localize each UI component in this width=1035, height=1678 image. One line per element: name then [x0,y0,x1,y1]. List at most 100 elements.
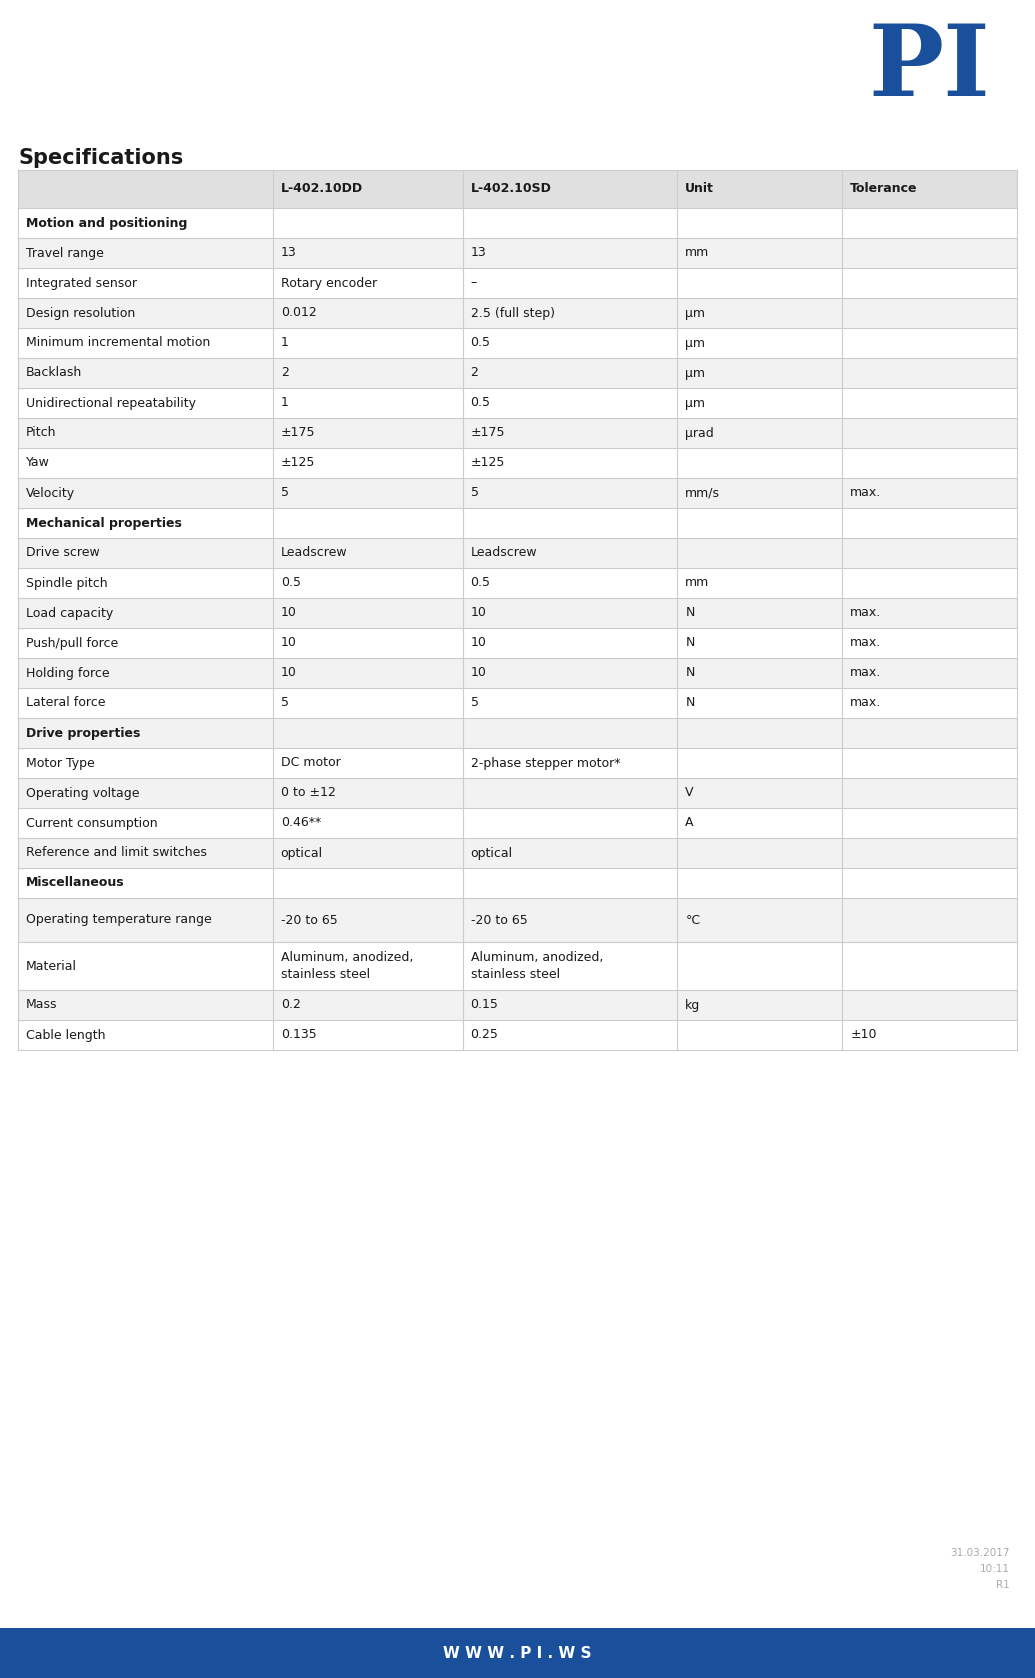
Bar [18,567,1017,597]
Text: Lateral force: Lateral force [26,696,106,710]
Text: max.: max. [850,636,882,649]
Text: μm: μm [685,396,705,409]
Text: Unit: Unit [685,183,714,196]
Text: Mass: Mass [26,998,58,1012]
Bar [18,299,1017,327]
Text: Velocity: Velocity [26,487,76,500]
Text: μm: μm [685,366,705,379]
Text: ±125: ±125 [471,456,505,470]
Text: Miscellaneous: Miscellaneous [26,876,124,889]
Text: Integrated sensor: Integrated sensor [26,277,137,290]
Text: Design resolution: Design resolution [26,307,136,319]
Text: 2.5 (full step): 2.5 (full step) [471,307,555,319]
Text: Backlash: Backlash [26,366,82,379]
Text: DC motor: DC motor [280,757,341,770]
Text: 0.5: 0.5 [280,577,301,589]
Text: 10: 10 [471,606,486,619]
Text: Cable length: Cable length [26,1029,106,1042]
Bar [18,448,1017,478]
Text: 2-phase stepper motor*: 2-phase stepper motor* [471,757,620,770]
Text: ±175: ±175 [471,426,505,440]
Text: mm: mm [685,247,710,260]
Bar [18,597,1017,628]
Text: Motor Type: Motor Type [26,757,95,770]
Text: 0.5: 0.5 [471,577,491,589]
Text: Operating voltage: Operating voltage [26,787,140,799]
Text: 10: 10 [280,666,297,680]
Text: 2: 2 [471,366,478,379]
Text: PI: PI [868,20,990,117]
Bar [18,809,1017,837]
Text: -20 to 65: -20 to 65 [471,913,527,926]
Text: 5: 5 [280,696,289,710]
Text: Leadscrew: Leadscrew [280,547,348,559]
Text: Aluminum, anodized,
stainless steel: Aluminum, anodized, stainless steel [280,951,413,980]
Text: ±175: ±175 [280,426,316,440]
Text: Travel range: Travel range [26,247,104,260]
Text: L-402.10DD: L-402.10DD [280,183,363,196]
Bar [18,868,1017,898]
Text: 2: 2 [280,366,289,379]
Text: Pitch: Pitch [26,426,57,440]
Bar [0,1628,1035,1678]
Bar [18,508,1017,539]
Text: Leadscrew: Leadscrew [471,547,537,559]
Text: 5: 5 [471,696,478,710]
Text: Material: Material [26,960,77,973]
Bar [18,169,1017,208]
Bar [18,628,1017,658]
Bar [18,748,1017,779]
Text: optical: optical [471,846,512,859]
Text: L-402.10SD: L-402.10SD [471,183,552,196]
Text: R1: R1 [997,1581,1010,1591]
Text: N: N [685,606,694,619]
Text: 5: 5 [280,487,289,500]
Text: 1: 1 [280,396,289,409]
Bar [18,268,1017,299]
Text: 0.5: 0.5 [471,337,491,349]
Text: Drive properties: Drive properties [26,727,141,740]
Text: Mechanical properties: Mechanical properties [26,517,182,530]
Text: 10: 10 [280,606,297,619]
Bar [18,357,1017,388]
Bar [18,418,1017,448]
Text: μm: μm [685,337,705,349]
Text: Drive screw: Drive screw [26,547,99,559]
Bar [18,898,1017,941]
Text: 0.46**: 0.46** [280,817,321,829]
Text: 0.5: 0.5 [471,396,491,409]
Text: Specifications: Specifications [18,148,183,168]
Text: -20 to 65: -20 to 65 [280,913,337,926]
Text: N: N [685,636,694,649]
Text: Rotary encoder: Rotary encoder [280,277,377,290]
Bar [18,837,1017,868]
Bar [18,779,1017,809]
Text: –: – [471,277,477,290]
Text: ±125: ±125 [280,456,315,470]
Bar [18,208,1017,238]
Text: V: V [685,787,693,799]
Bar [18,327,1017,357]
Bar [18,238,1017,268]
Text: 1: 1 [280,337,289,349]
Text: 10:11: 10:11 [980,1564,1010,1574]
Text: 10: 10 [471,636,486,649]
Bar [18,1020,1017,1050]
Text: 10: 10 [280,636,297,649]
Text: max.: max. [850,606,882,619]
Text: optical: optical [280,846,323,859]
Text: μrad: μrad [685,426,714,440]
Text: 0 to ±12: 0 to ±12 [280,787,335,799]
Text: kg: kg [685,998,701,1012]
Text: °C: °C [685,913,701,926]
Text: μm: μm [685,307,705,319]
Text: Aluminum, anodized,
stainless steel: Aluminum, anodized, stainless steel [471,951,603,980]
Text: 31.03.2017: 31.03.2017 [950,1549,1010,1557]
Text: 0.012: 0.012 [280,307,317,319]
Bar [18,941,1017,990]
Text: mm/s: mm/s [685,487,720,500]
Text: Yaw: Yaw [26,456,50,470]
Bar [18,658,1017,688]
Text: Load capacity: Load capacity [26,606,113,619]
Text: A: A [685,817,693,829]
